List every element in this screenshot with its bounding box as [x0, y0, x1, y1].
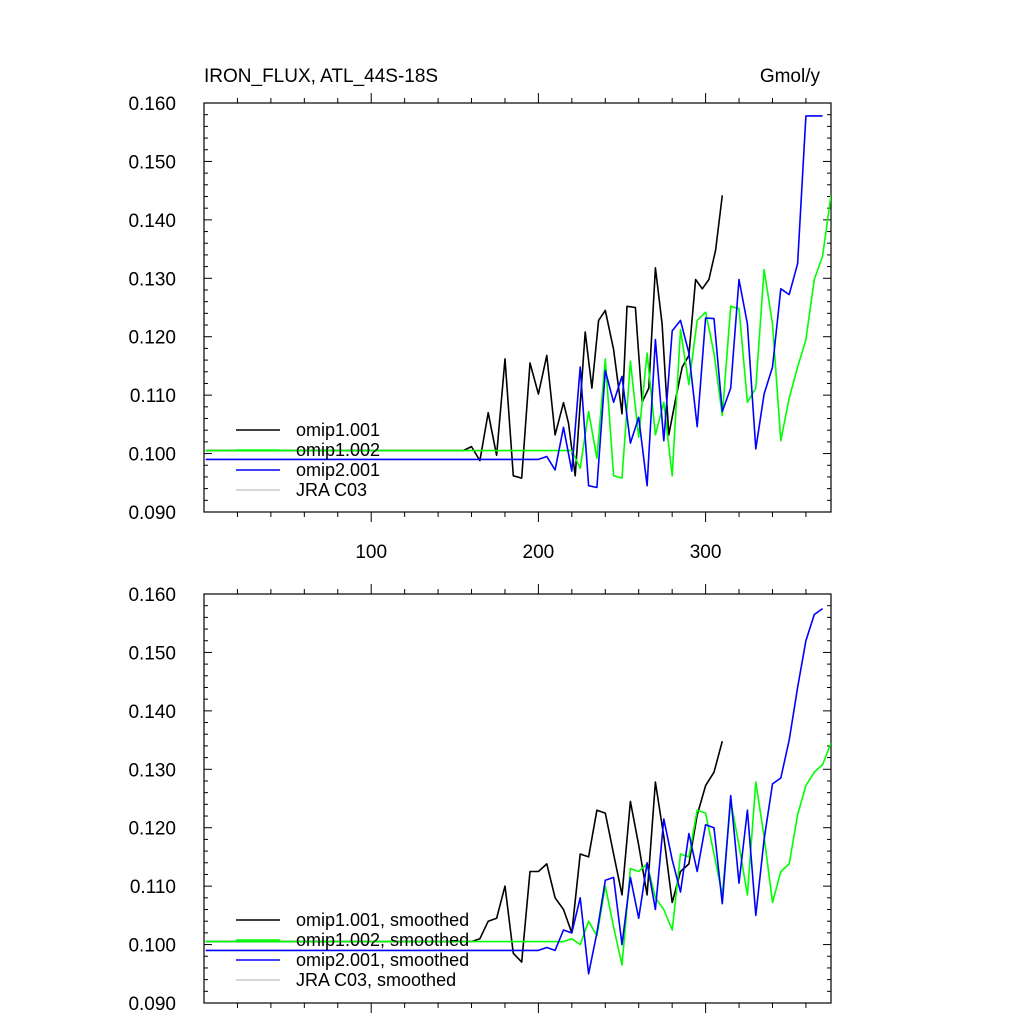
top-panel: IRON_FLUX, ATL_44S-18S Gmol/y 0.090 0.100…: [128, 66, 832, 563]
y-tick-label: 0.140: [128, 211, 176, 232]
y-tick-label: 0.140: [128, 702, 176, 723]
plot-frame: [203, 102, 832, 513]
chart-title: IRON_FLUX, ATL_44S-18S: [204, 66, 438, 87]
legend-label: omip2.001: [296, 460, 380, 480]
legend-label: omip1.001, smoothed: [296, 910, 469, 930]
y-tick-label: 0.130: [128, 760, 176, 781]
units-label: Gmol/y: [760, 66, 821, 87]
series-line-omip1-001-smoothed: [205, 740, 724, 963]
y-tick-label: 0.150: [128, 643, 176, 664]
y-tick-label: 0.130: [128, 269, 176, 290]
y-tick-label: 0.090: [128, 994, 176, 1015]
legend-label: omip2.001, smoothed: [296, 950, 469, 970]
x-tick-label: 200: [523, 542, 555, 563]
y-tick-label: 0.110: [130, 386, 176, 407]
y-tick-label: 0.100: [128, 936, 176, 957]
y-tick-label: 0.090: [128, 503, 176, 524]
series-line-omip1-002: [205, 195, 831, 479]
y-tick-label: 0.150: [128, 152, 176, 173]
legend-label: omip1.002, smoothed: [296, 930, 469, 950]
series-line-omip2-001-smoothed: [205, 607, 824, 975]
series-line-omip2-001: [205, 115, 823, 489]
legend-label: omip1.002: [296, 440, 380, 460]
series-line-omip1-001: [205, 195, 724, 479]
y-tick-label: 0.110: [130, 877, 176, 898]
legend-label: JRA C03, smoothed: [296, 970, 456, 990]
y-tick-label: 0.160: [128, 585, 176, 606]
x-tick-label: 300: [690, 542, 722, 563]
bottom-panel: 0.090 0.100 0.110 0.120 0.130 0.140 0.150 0.160…: [128, 584, 832, 1015]
y-tick-label: 0.160: [128, 94, 176, 115]
legend-label: JRA C03: [296, 480, 367, 500]
plot-frame: [203, 593, 832, 1004]
legend-label: omip1.001: [296, 420, 380, 440]
x-tick-label: 100: [355, 542, 387, 563]
y-tick-label: 0.100: [128, 445, 176, 466]
y-tick-label: 0.120: [128, 328, 176, 349]
y-tick-label: 0.120: [128, 819, 176, 840]
